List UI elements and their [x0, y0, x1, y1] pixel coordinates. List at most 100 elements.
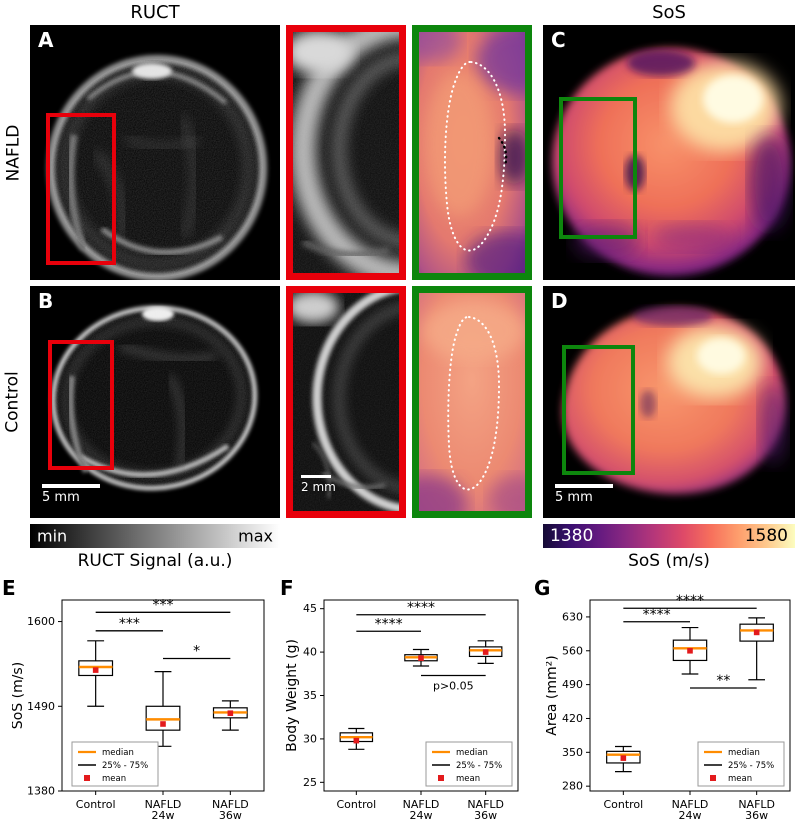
- legend-label: 25% - 75%: [456, 761, 502, 771]
- legend-swatch: [710, 775, 716, 781]
- y-tick-label: 25: [303, 776, 317, 789]
- mean-marker: [418, 655, 424, 661]
- x-tick-label: NAFLD: [403, 798, 440, 811]
- roi-rect-green-c: [559, 97, 637, 239]
- significance-label: *: [193, 644, 200, 660]
- ruct-colorbar-min: min: [37, 526, 68, 546]
- zoom-red-control-frame: 2 mm: [286, 286, 406, 518]
- roi-rect-green-d: [562, 345, 635, 475]
- scalebar-panel-d: 5 mm: [555, 484, 613, 505]
- significance-label: ****: [407, 600, 435, 616]
- sos-image-control: [543, 286, 795, 518]
- y-tick-label: 40: [303, 646, 317, 659]
- x-tick-label: Control: [76, 798, 116, 811]
- x-tick-label: Control: [603, 798, 643, 811]
- panel-letter-f: F: [280, 576, 294, 600]
- panel-letter-g: G: [534, 576, 551, 600]
- roi-rect-red-b: [48, 340, 114, 470]
- x-tick-label: 24w: [152, 809, 175, 822]
- legend-label: 25% - 75%: [102, 761, 148, 771]
- column-header-ruct: RUCT: [130, 2, 180, 23]
- scalebar-text: 2 mm: [301, 480, 336, 494]
- panel-a: A: [30, 25, 280, 280]
- legend-label: mean: [102, 774, 126, 784]
- significance-label: ****: [676, 593, 704, 609]
- x-tick-label: NAFLD: [212, 798, 249, 811]
- liver-outline-dotted-control: [447, 315, 501, 491]
- y-tick-label: 45: [303, 602, 317, 615]
- x-tick-label: Control: [336, 798, 376, 811]
- y-tick-label: 1380: [27, 785, 55, 798]
- legend-label: mean: [456, 774, 480, 784]
- roi-rect-red-a: [46, 113, 116, 265]
- y-tick-label: 350: [562, 746, 583, 759]
- x-tick-label: 24w: [410, 809, 433, 822]
- sos-colorbar-min: 1380: [550, 526, 594, 546]
- significance-label: ****: [643, 607, 671, 623]
- ruct-colorbar-max: max: [238, 526, 273, 546]
- scalebar-line: [555, 484, 613, 488]
- significance-label: ***: [153, 597, 174, 613]
- y-tick-label: 420: [562, 712, 583, 725]
- scalebar-zoom-b: 2 mm: [301, 475, 336, 494]
- ruct-zoom-image-nafld: [293, 32, 399, 273]
- x-tick-label: NAFLD: [145, 798, 182, 811]
- panel-c: C: [543, 25, 795, 280]
- mean-marker: [687, 647, 693, 654]
- y-tick-label: 280: [562, 780, 583, 793]
- row-label-control-text: Control: [3, 371, 24, 433]
- vessel-outline-dotted: [497, 136, 508, 168]
- significance-label: **: [716, 673, 730, 689]
- y-tick-label: 630: [562, 610, 583, 623]
- zoom-green-nafld-frame: [412, 25, 532, 280]
- legend-swatch: [84, 775, 90, 781]
- mean-marker: [227, 710, 234, 717]
- panel-b: B 5 mm: [30, 286, 280, 518]
- y-tick-label: 560: [562, 644, 583, 657]
- y-tick-label: 30: [303, 732, 317, 745]
- scalebar-line: [42, 484, 100, 488]
- ruct-colorbar-title: RUCT Signal (a.u.): [77, 551, 233, 571]
- y-axis-label: SoS (m/s): [12, 662, 26, 729]
- mean-marker: [620, 755, 627, 761]
- significance-label: ****: [375, 616, 403, 632]
- mean-marker: [482, 649, 489, 655]
- y-tick-label: 490: [562, 678, 583, 691]
- liver-outline-dotted-nafld: [444, 60, 507, 252]
- sos-colorbar-max: 1580: [744, 526, 788, 546]
- legend-label: median: [728, 748, 760, 758]
- ruct-image-control: [30, 286, 280, 518]
- y-axis-label: Body Weight (g): [286, 639, 300, 752]
- mean-marker: [160, 721, 166, 727]
- row-label-nafld: NAFLD: [0, 25, 26, 280]
- legend-label: median: [456, 748, 488, 758]
- ruct-zoom-image-control: [293, 293, 399, 511]
- sos-image-nafld: [543, 25, 795, 280]
- x-tick-label: NAFLD: [467, 798, 504, 811]
- row-label-control: Control: [0, 286, 26, 518]
- significance-label: p>0.05: [433, 680, 474, 693]
- legend-label: 25% - 75%: [728, 761, 774, 771]
- x-tick-label: 24w: [679, 809, 702, 822]
- scalebar-text: 5 mm: [555, 490, 593, 505]
- legend-swatch: [438, 775, 444, 781]
- sos-colorbar: 1380 1580: [543, 524, 795, 548]
- x-tick-label: NAFLD: [672, 798, 709, 811]
- sos-colorbar-title: SoS (m/s): [628, 551, 710, 571]
- scalebar-text: 5 mm: [42, 490, 80, 505]
- panel-letter-e: E: [2, 576, 16, 600]
- sos-zoom-image-control: [419, 293, 525, 511]
- scalebar-panel-b: 5 mm: [42, 484, 100, 505]
- x-tick-label: 36w: [745, 809, 768, 822]
- x-tick-label: NAFLD: [738, 798, 775, 811]
- sos-zoom-image-nafld: [419, 32, 525, 273]
- mean-marker: [92, 667, 99, 673]
- x-tick-label: 36w: [219, 809, 242, 822]
- scalebar-line: [301, 475, 331, 478]
- y-tick-label: 1600: [27, 615, 55, 628]
- mean-marker: [753, 629, 760, 636]
